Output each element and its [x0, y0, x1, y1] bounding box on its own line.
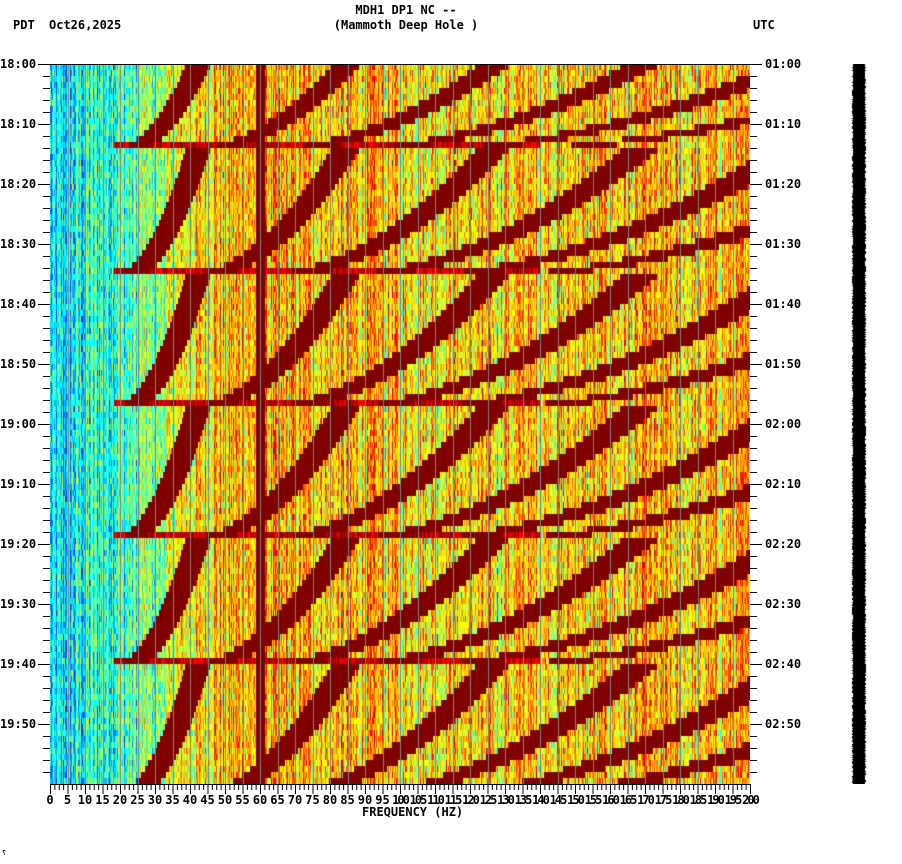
x-tick-label: 30	[147, 793, 163, 807]
spectrogram-plot-area	[50, 64, 750, 784]
y-right-tick-label: 02:50	[765, 717, 802, 731]
x-tick-label: 185	[689, 793, 708, 807]
x-tick-label: 10	[77, 793, 93, 807]
x-tick-label: 75	[305, 793, 320, 807]
x-tick-label: 100	[392, 793, 410, 807]
x-tick-label: 165	[619, 793, 638, 807]
x-tick-label: 130	[497, 793, 515, 807]
x-tick-label: 60	[252, 793, 268, 807]
corner-mark: ⸮	[2, 849, 7, 857]
x-tick-label: 175	[654, 793, 673, 807]
x-tick-label: 120	[462, 793, 480, 807]
x-tick-label: 50	[217, 793, 233, 807]
y-left-tick-label: 19:20	[0, 537, 37, 551]
spectrogram-heatmap	[50, 64, 750, 784]
right-timezone-label: UTC	[753, 18, 775, 32]
x-tick-label: 45	[200, 793, 215, 807]
x-tick-label: 0	[46, 793, 54, 807]
y-right-tick-label: 01:40	[765, 297, 802, 311]
x-tick-label: 90	[357, 793, 373, 807]
x-axis-title: FREQUENCY (HZ)	[362, 805, 464, 819]
y-left-tick-label: 18:40	[0, 297, 37, 311]
amplitude-trace-bar	[851, 64, 867, 784]
x-tick-label: 25	[130, 793, 145, 807]
x-tick-label: 55	[235, 793, 250, 807]
x-tick-label: 95	[375, 793, 390, 807]
x-tick-label: 160	[602, 793, 620, 807]
x-tick-label: 190	[707, 793, 725, 807]
x-tick-label: 145	[549, 793, 568, 807]
y-left-tick-label: 19:00	[0, 417, 37, 431]
x-tick-label: 20	[112, 793, 128, 807]
x-tick-label: 125	[479, 793, 498, 807]
y-left-tick-label: 19:30	[0, 597, 37, 611]
x-tick-label: 155	[584, 793, 603, 807]
site-name: (Mammoth Deep Hole )	[333, 18, 479, 32]
y-left-tick-label: 19:50	[0, 717, 37, 731]
x-tick-label: 70	[287, 793, 303, 807]
x-tick-label: 140	[532, 793, 550, 807]
y-right-tick-label: 02:00	[765, 417, 802, 431]
y-right-tick-label: 01:50	[765, 357, 802, 371]
y-right-tick-label: 01:00	[765, 57, 802, 71]
station-title: MDH1 DP1 NC --	[355, 3, 457, 17]
y-right-tick-label: 01:30	[765, 237, 802, 251]
x-tick-label: 65	[270, 793, 285, 807]
y-left-tick-label: 18:30	[0, 237, 37, 251]
y-right-tick-label: 01:10	[765, 117, 802, 131]
x-tick-label: 85	[340, 793, 355, 807]
date-label: Oct26,2025	[49, 18, 122, 32]
y-right-tick-label: 01:20	[765, 177, 802, 191]
x-tick-label: 40	[182, 793, 198, 807]
y-left-tick-label: 18:20	[0, 177, 37, 191]
x-tick-label: 105	[409, 793, 428, 807]
x-tick-label: 180	[672, 793, 690, 807]
y-left-tick-label: 18:50	[0, 357, 37, 371]
y-right-tick-label: 02:10	[765, 477, 802, 491]
y-left-tick-label: 19:10	[0, 477, 37, 491]
y-left-tick-label: 18:00	[0, 57, 37, 71]
x-tick-label: 5	[63, 793, 72, 807]
x-tick-label: 35	[165, 793, 180, 807]
x-tick-label: 135	[514, 793, 533, 807]
x-tick-label: 150	[567, 793, 585, 807]
x-tick-label: 200	[742, 793, 760, 807]
x-tick-label: 15	[95, 793, 110, 807]
x-tick-label: 195	[724, 793, 743, 807]
x-tick-label: 110	[427, 793, 445, 807]
left-timezone-label: PDT	[13, 18, 35, 32]
x-tick-label: 170	[637, 793, 655, 807]
y-right-tick-label: 02:30	[765, 597, 802, 611]
y-left-tick-label: 19:40	[0, 657, 37, 671]
x-tick-label: 115	[444, 793, 463, 807]
y-right-tick-label: 02:40	[765, 657, 802, 671]
x-tick-label: 80	[322, 793, 338, 807]
y-left-tick-label: 18:10	[0, 117, 37, 131]
y-right-tick-label: 02:20	[765, 537, 802, 551]
